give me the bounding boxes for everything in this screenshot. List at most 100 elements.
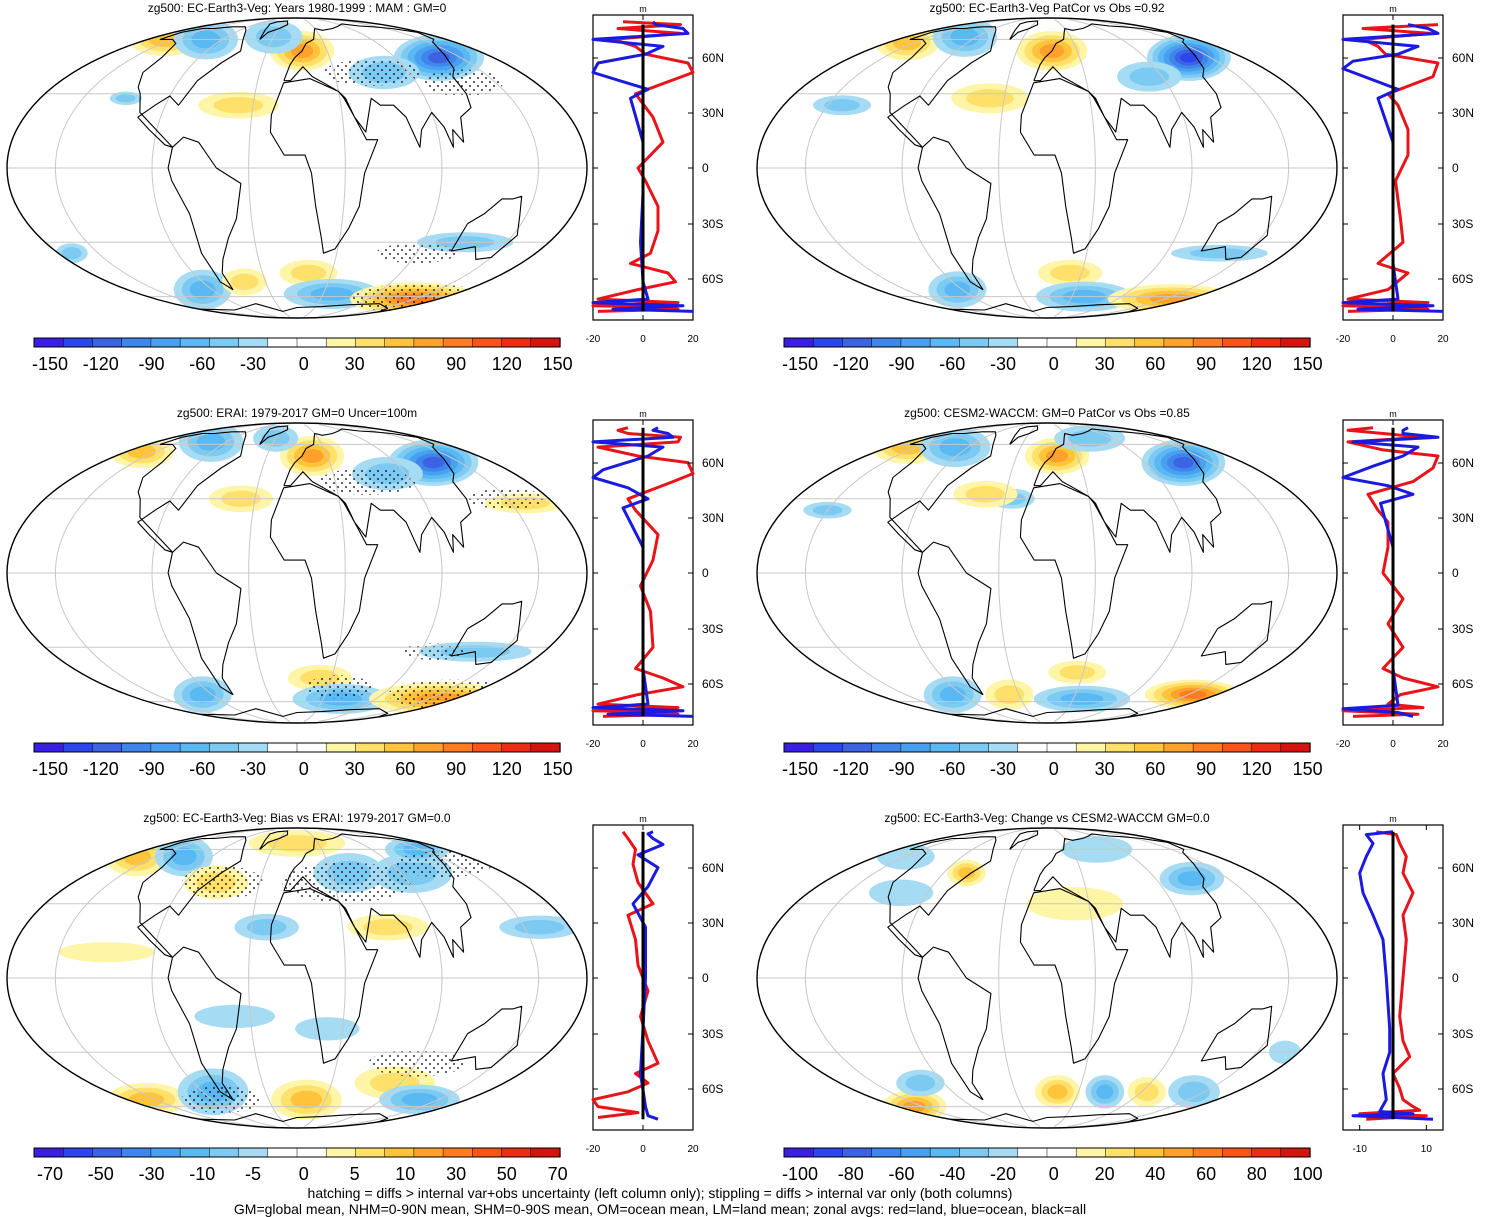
colorbar-swatch bbox=[1046, 337, 1077, 348]
colorbar-swatch bbox=[1280, 742, 1311, 753]
anomaly-lobe bbox=[347, 913, 429, 941]
latitude-label: 30N bbox=[1452, 106, 1474, 120]
stipple-region bbox=[323, 59, 420, 86]
colorbar-swatch bbox=[472, 742, 503, 753]
colorbar-label: 20 bbox=[1095, 1164, 1115, 1184]
colorbar-swatch bbox=[33, 1147, 64, 1158]
colorbar-swatch bbox=[325, 1147, 357, 1158]
colorbar-frame bbox=[33, 337, 561, 348]
meridian-line bbox=[1067, 424, 1193, 722]
colorbar-label: 90 bbox=[1196, 759, 1216, 779]
anomaly-contour bbox=[944, 281, 971, 298]
anomaly-contour bbox=[61, 247, 82, 260]
anomaly-contour bbox=[1173, 456, 1194, 469]
profile-unit-label: m bbox=[639, 409, 647, 419]
colorbar-swatch bbox=[1017, 337, 1048, 348]
anomaly-lobe bbox=[279, 436, 345, 476]
latitude-label: 60N bbox=[702, 51, 724, 65]
colorbar-swatch bbox=[413, 742, 444, 753]
anomaly-contour bbox=[401, 1092, 438, 1107]
anomaly-lobe bbox=[874, 23, 940, 61]
profile-x-tick-label: -20 bbox=[1336, 739, 1351, 750]
colorbar-label: -100 bbox=[782, 1164, 818, 1184]
latitude-label: 30S bbox=[702, 1027, 723, 1041]
colorbar-swatch bbox=[1163, 337, 1194, 348]
colorbar-label: 50 bbox=[497, 1164, 517, 1184]
anomaly-contour bbox=[905, 1074, 936, 1092]
anomaly-contour bbox=[196, 433, 226, 451]
colorbar-swatch bbox=[1163, 742, 1194, 753]
colorbar-swatch bbox=[1046, 1147, 1077, 1158]
colorbar-swatch bbox=[472, 337, 503, 348]
stipple-region bbox=[306, 675, 372, 699]
latitude-label: 0 bbox=[1452, 161, 1459, 175]
panel-title: zg500: EC-Earth3-Veg: Bias vs ERAI: 1979… bbox=[143, 811, 450, 825]
meridian-line bbox=[1067, 19, 1193, 317]
anomaly-contour bbox=[1178, 1081, 1210, 1103]
colorbar-label: 80 bbox=[1247, 1164, 1267, 1184]
meridian-line bbox=[1053, 19, 1096, 317]
colorbar-swatch bbox=[413, 337, 444, 348]
latitude-label: 30N bbox=[702, 511, 724, 525]
panel-middle-right: zg500: CESM2-WACCM: GM=0 PatCor vs Obs =… bbox=[756, 406, 1474, 779]
profile-unit-label: m bbox=[1389, 814, 1397, 824]
map-border bbox=[6, 17, 588, 319]
meridian-line bbox=[54, 829, 263, 1127]
colorbar-label: 40 bbox=[1145, 1164, 1165, 1184]
colorbar-swatch bbox=[900, 337, 931, 348]
profile-unit-label: m bbox=[639, 4, 647, 14]
anomaly-lobe bbox=[947, 859, 986, 887]
anomaly-lobe bbox=[1168, 1075, 1220, 1109]
anomaly-contour bbox=[189, 280, 216, 299]
colorbar-label: 0 bbox=[299, 759, 309, 779]
anomaly-contour bbox=[966, 89, 1014, 108]
colorbar-label: 120 bbox=[1242, 759, 1272, 779]
ocean-zonal-profile bbox=[1341, 23, 1444, 313]
colorbar-label: -30 bbox=[138, 1164, 164, 1184]
anomaly-lobe bbox=[58, 942, 155, 963]
profile-x-tick-label: -20 bbox=[586, 739, 601, 750]
colorbar-swatch bbox=[1134, 742, 1165, 753]
anomaly-lobe bbox=[105, 1082, 187, 1117]
profile-x-tick-label: -20 bbox=[586, 334, 601, 345]
colorbar-label: -150 bbox=[32, 354, 68, 374]
meridian-line bbox=[1053, 829, 1096, 1127]
anomaly-lobe bbox=[1117, 61, 1182, 92]
anomaly-lobe bbox=[1127, 1076, 1167, 1107]
panel-title: zg500: EC-Earth3-Veg: Years 1980-1999 : … bbox=[148, 1, 447, 15]
anomaly-contour bbox=[514, 920, 565, 935]
colorbar-label: -50 bbox=[88, 1164, 114, 1184]
colorbar-swatch bbox=[355, 337, 386, 348]
map-border bbox=[756, 17, 1338, 319]
colorbar-label: -70 bbox=[37, 1164, 63, 1184]
colorbar-swatch bbox=[988, 742, 1019, 753]
colorbar-swatch bbox=[238, 742, 269, 753]
anomaly-contour bbox=[267, 835, 327, 852]
latitude-label: 0 bbox=[702, 161, 709, 175]
coastlines bbox=[137, 425, 523, 718]
meridian-line bbox=[1067, 829, 1193, 1127]
colorbar-swatch bbox=[296, 742, 327, 753]
colorbar-swatch bbox=[988, 337, 1019, 348]
colorbar-label: 0 bbox=[1049, 759, 1059, 779]
colorbar-swatch bbox=[1105, 1147, 1136, 1158]
panel-top-left: zg500: EC-Earth3-Veg: Years 1980-1999 : … bbox=[6, 1, 724, 374]
land-zonal-profile bbox=[1341, 426, 1440, 718]
profile-x-tick-label: -20 bbox=[586, 1144, 601, 1155]
latitude-label: 60N bbox=[1452, 861, 1474, 875]
latitude-label: 30N bbox=[1452, 916, 1474, 930]
anomaly-contour bbox=[957, 867, 976, 879]
colorbar-label: -150 bbox=[782, 354, 818, 374]
anomaly-contour bbox=[115, 94, 136, 103]
colorbar-swatch bbox=[355, 742, 386, 753]
anomaly-contour bbox=[965, 486, 1006, 503]
land-zonal-profile bbox=[591, 426, 695, 718]
colorbar-swatch bbox=[783, 337, 814, 348]
colorbar-swatch bbox=[1280, 1147, 1311, 1158]
colorbar-swatch bbox=[384, 1147, 415, 1158]
coastlines bbox=[887, 830, 1273, 1123]
colorbar-label: 60 bbox=[1145, 759, 1165, 779]
profile-x-tick-label: 0 bbox=[640, 1144, 646, 1155]
colorbar-swatch bbox=[209, 1147, 240, 1158]
panel-bottom-right: zg500: EC-Earth3-Veg: Change vs CESM2-WA… bbox=[756, 811, 1474, 1184]
